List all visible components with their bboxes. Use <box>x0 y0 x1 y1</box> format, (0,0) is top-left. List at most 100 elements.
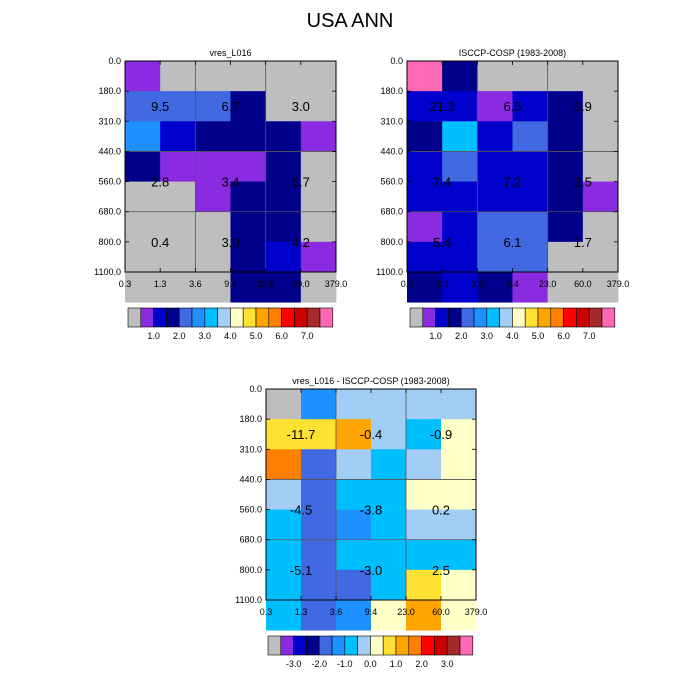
panel-0-cell-1-3 <box>230 91 267 122</box>
panel-0-colorbar-swatch-2 <box>153 307 167 328</box>
panel-0-cell-2-1 <box>160 121 196 152</box>
panel-2-cell-2-2 <box>336 449 372 480</box>
panel-2-xtick-label-0: 0.3 <box>260 607 273 617</box>
panel-2-cell-1-0 <box>266 419 302 450</box>
panel-0-cell-7-0 <box>125 272 161 303</box>
panel-0-xtick-label-3: 9.4 <box>224 279 237 289</box>
panel-2-ytick-label-7: 1100.0 <box>235 595 262 605</box>
panel-2-colorbar-swatch-15 <box>459 635 474 656</box>
panel-0-xtick-label-1: 1.3 <box>154 279 167 289</box>
panel-2-cell-3-0 <box>266 479 302 510</box>
panel-0-xtick-label-2: 3.6 <box>189 279 202 289</box>
panel-1-block-value-2-0: 5.4 <box>433 235 451 250</box>
panel-2-cell-5-4 <box>406 539 442 571</box>
panel-2-colorbar-swatch-7 <box>357 635 371 656</box>
panel-0-cell-7-2 <box>195 272 231 303</box>
panel-1-cell-6-4 <box>547 241 584 273</box>
panel-2-cell-1-4 <box>406 419 442 450</box>
panel-2-cell-0-1 <box>301 389 337 420</box>
panel-2-colorbar-swatch-3 <box>306 635 320 656</box>
panel-2-block-value-1-0: -4.5 <box>290 503 312 518</box>
panel-1-ytick-label-2: 310.0 <box>380 116 403 126</box>
panel-2-cell-3-3 <box>371 479 407 510</box>
panel-2-ytick-label-3: 440.0 <box>239 474 262 484</box>
panel-2-cell-0-5 <box>441 389 477 420</box>
panel-0-cell-0-2 <box>195 61 231 92</box>
panel-2-cell-7-0 <box>266 600 302 631</box>
panel-2-colorbar-swatch-9 <box>382 635 397 656</box>
panel-2-cell-2-4 <box>406 449 442 480</box>
panel-1-block-value-2-1: 6.1 <box>503 235 521 250</box>
panel-1-block-value-1-0: 7.4 <box>433 175 451 190</box>
panel-0-cell-2-2 <box>195 121 231 152</box>
panel-2-cell-1-5 <box>441 419 477 450</box>
panel-0-cell-7-5 <box>300 272 337 303</box>
panel-1-cell-4-0 <box>407 181 443 213</box>
panel-0-xtick-label-0: 0.3 <box>119 279 132 289</box>
panel-1-cell-2-3 <box>512 121 549 152</box>
panel-1-colorbar-swatch-11 <box>550 307 564 328</box>
panel-1-cell-5-2 <box>477 211 513 243</box>
panel-1-colorbar-label-0: 1.0 <box>429 331 442 341</box>
panel-0-cell-7-3 <box>230 272 267 303</box>
panel-1-colorbar-label-2: 3.0 <box>481 331 494 341</box>
panel-0-colorbar-swatch-5 <box>191 307 206 328</box>
panel-2-colorbar-label-2: -1.0 <box>337 659 353 669</box>
panel-0-block-value-2-2: 4.2 <box>292 235 310 250</box>
panel-2-block-value-0-0: -11.7 <box>287 427 316 442</box>
panel-1-cell-4-2 <box>477 181 513 213</box>
panel-1-colorbar-swatch-5 <box>473 307 488 328</box>
panel-2-cell-4-0 <box>266 509 302 541</box>
panel-1-cell-1-2 <box>477 91 513 122</box>
panel-1-cell-4-1 <box>442 181 478 213</box>
panel-1-block-value-0-0: 21.3 <box>430 99 455 114</box>
panel-2-cell-5-5 <box>441 539 477 571</box>
panel-2-cell-6-3 <box>371 569 407 601</box>
panel-2-cell-4-3 <box>371 509 407 541</box>
panel-1-block-value-0-1: 6.5 <box>503 99 521 114</box>
panel-0-ytick-label-6: 800.0 <box>98 237 121 247</box>
panel-0-cell-3-5 <box>300 151 337 182</box>
panel-2-colorbar-label-5: 2.0 <box>415 659 428 669</box>
panel-0-cell-1-4 <box>265 91 302 122</box>
panel-2-cell-7-5 <box>441 600 477 631</box>
panel-2-cell-0-3 <box>371 389 407 420</box>
panel-1-xtick-label-5: 60.0 <box>574 279 592 289</box>
panel-2-colorbar-label-0: -3.0 <box>286 659 302 669</box>
panel-2-cell-7-2 <box>336 600 372 631</box>
panel-0-cell-3-2 <box>195 151 231 182</box>
panel-0-cell-5-2 <box>195 211 231 243</box>
panel-1-ytick-label-7: 1100.0 <box>376 267 403 277</box>
panel-0-block-value-0-0: 9.5 <box>151 99 169 114</box>
panel-2-cell-7-3 <box>371 600 407 631</box>
panel-1-colorbar-swatch-2 <box>435 307 449 328</box>
panel-0-ytick-label-7: 1100.0 <box>94 267 121 277</box>
panel-2-colorbar-label-3: 0.0 <box>364 659 377 669</box>
panel-0-cell-1-2 <box>195 91 231 122</box>
panel-1-cell-1-3 <box>512 91 549 122</box>
panel-1-cell-6-0 <box>407 241 443 273</box>
panel-1-cell-3-0 <box>407 151 443 182</box>
panel-1-colorbar-swatch-13 <box>576 307 590 328</box>
panel-1-ytick-label-5: 680.0 <box>380 207 403 217</box>
panel-0-cell-2-4 <box>265 121 302 152</box>
panel-2-colorbar-label-1: -2.0 <box>311 659 327 669</box>
panel-2-cell-4-1 <box>301 509 337 541</box>
panel-0-colorbar-swatch-12 <box>281 307 295 328</box>
panel-2-colorbar-swatch-8 <box>370 635 384 656</box>
panel-0-colorbar-swatch-4 <box>178 307 193 328</box>
panel-1-ytick-label-0: 0.0 <box>390 56 403 66</box>
panel-1-colorbar-label-6: 7.0 <box>583 331 596 341</box>
panel-2-cell-5-3 <box>371 539 407 571</box>
panel-1-block-value-0-2: 3.9 <box>574 99 592 114</box>
panel-2-colorbar-swatch-6 <box>344 635 358 656</box>
panel-1-cell-7-4 <box>547 272 584 303</box>
panel-0-colorbar-label-5: 6.0 <box>275 331 288 341</box>
panel-1-cell-3-4 <box>547 151 584 182</box>
panel-1-cell-5-0 <box>407 211 443 243</box>
panel-0-cell-1-1 <box>160 91 196 122</box>
panel-2-ytick-label-4: 560.0 <box>239 505 262 515</box>
panel-1-cell-1-5 <box>582 91 619 122</box>
panel-0-cell-4-2 <box>195 181 231 213</box>
panel-0-colorbar-label-1: 2.0 <box>173 331 186 341</box>
